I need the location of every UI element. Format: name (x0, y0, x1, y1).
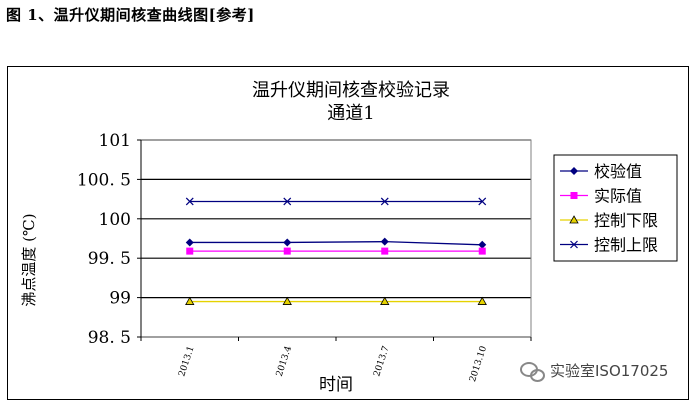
x-tick-label: 2013.1 (177, 345, 196, 378)
figure-caption: 图 1、温升仪期间核查曲线图[参考] (6, 6, 255, 24)
y-tick-label: 99. 5 (88, 249, 131, 269)
line-chart: 温升仪期间核查校验记录 通道1 时间 沸点温度 (℃) 101 100. 5 100… (20, 80, 678, 395)
watermark: 实验室ISO17025 (520, 360, 669, 382)
point (478, 247, 486, 255)
series-实际值 (186, 247, 486, 255)
point (570, 192, 578, 199)
point (570, 240, 578, 249)
point (185, 296, 195, 305)
y-axis-label: 沸点温度 (℃) (20, 213, 38, 306)
legend-entry: 校验值 (560, 162, 642, 181)
y-tick-label: 100 (99, 210, 131, 230)
point (186, 247, 194, 255)
legend-label: 实际值 (594, 187, 642, 206)
series-控制上限 (185, 197, 487, 206)
point (283, 197, 292, 206)
plot-area (140, 139, 532, 338)
chart-title: 温升仪期间核查校验记录 (252, 80, 450, 101)
point (478, 240, 487, 249)
y-tick-label: 100. 5 (77, 170, 131, 190)
legend-entry: 控制上限 (560, 236, 658, 255)
legend-label: 校验值 (594, 162, 642, 181)
legend-entry: 实际值 (560, 187, 642, 206)
point (282, 296, 292, 305)
point (185, 238, 194, 247)
series-控制下限 (185, 296, 487, 305)
point (380, 296, 390, 305)
point (185, 197, 194, 206)
wechat-icon (520, 361, 545, 382)
x-tick-label: 2013.10 (468, 345, 489, 384)
legend-label: 控制下限 (594, 211, 658, 230)
x-tick-label: 2013.4 (275, 345, 294, 378)
legend-entry: 控制下限 (560, 211, 658, 230)
y-tick-label: 99 (109, 289, 131, 309)
point (283, 238, 292, 247)
y-tick-label: 101 (99, 131, 131, 151)
point (478, 197, 487, 206)
point (380, 197, 389, 206)
point (477, 296, 487, 305)
y-tick-label: 98. 5 (88, 328, 131, 348)
point (569, 215, 579, 224)
point (570, 167, 578, 175)
point (283, 247, 291, 255)
x-axis-label: 时间 (319, 375, 353, 395)
series-line (189, 241, 483, 246)
chart-subtitle: 通道1 (327, 103, 374, 124)
chart-frame: 温升仪期间核查校验记录 通道1 时间 沸点温度 (℃) 101 100. 5 100… (7, 66, 689, 400)
watermark-text: 实验室ISO17025 (550, 362, 669, 380)
series-校验值 (185, 237, 487, 249)
legend-label: 控制上限 (594, 236, 658, 255)
point (381, 247, 389, 255)
point (380, 237, 389, 246)
x-tick-label: 2013.7 (372, 345, 391, 378)
